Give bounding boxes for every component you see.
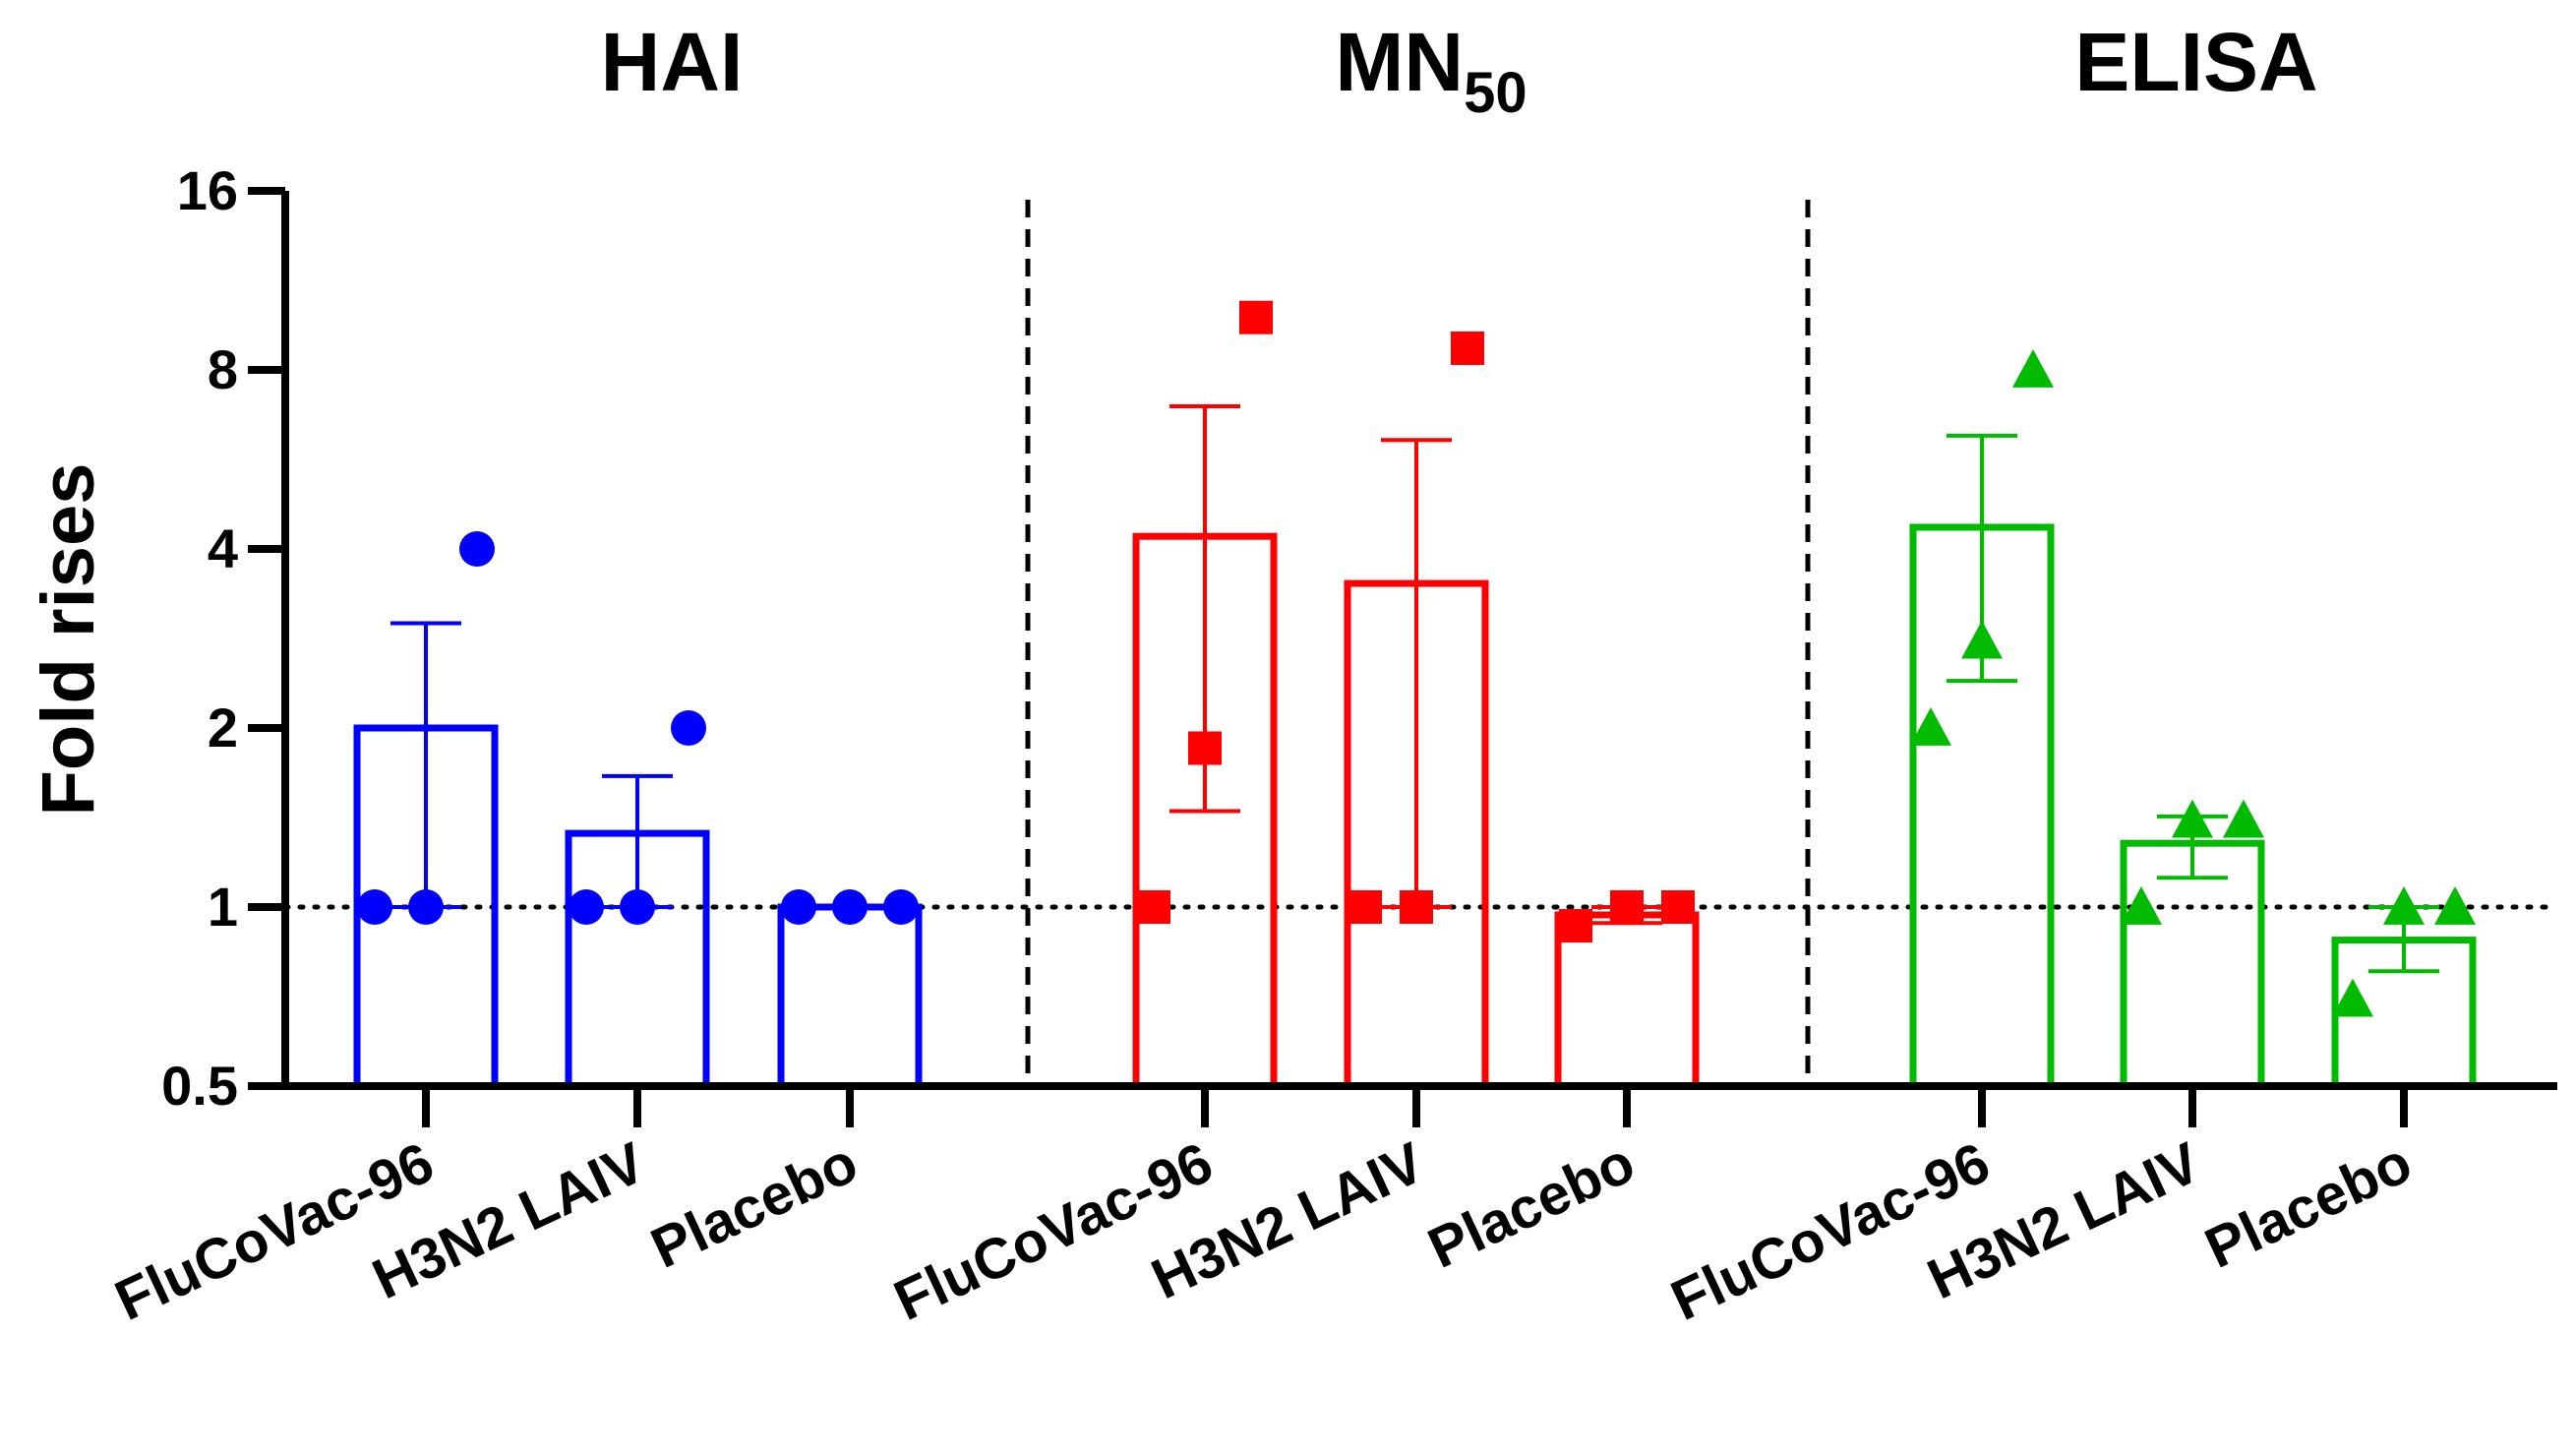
data-point — [1559, 909, 1592, 943]
data-point — [408, 889, 444, 925]
y-tick-label: 4 — [208, 517, 238, 579]
y-tick-label: 1 — [208, 876, 238, 938]
data-point — [1348, 890, 1382, 924]
chart-points — [357, 300, 2476, 1017]
data-point — [671, 710, 706, 746]
y-tick-label: 2 — [208, 697, 238, 758]
chart-error-bars — [390, 403, 2439, 974]
x-tick-label: Placebo — [2195, 1130, 2421, 1281]
data-point — [569, 889, 604, 925]
data-point — [2332, 978, 2373, 1017]
data-point — [620, 889, 655, 925]
panel-title: ELISA — [2074, 16, 2317, 108]
data-point — [357, 889, 392, 925]
data-point — [1188, 731, 1222, 765]
data-point — [2172, 799, 2213, 838]
data-point — [1137, 890, 1170, 924]
y-tick-label: 8 — [208, 338, 238, 400]
x-tick-label: Placebo — [641, 1130, 867, 1281]
data-point — [1451, 331, 1484, 365]
chart-guides — [282, 200, 2560, 1086]
data-point — [2121, 886, 2162, 925]
data-point — [1400, 890, 1433, 924]
chart-axes — [248, 187, 2557, 1127]
bar — [777, 903, 923, 1090]
data-point — [459, 531, 495, 567]
data-point — [781, 889, 816, 925]
x-tick-label: Placebo — [1418, 1130, 1644, 1281]
data-point — [1239, 300, 1273, 334]
data-point — [1610, 890, 1644, 924]
panel-title: HAI — [601, 16, 744, 108]
data-point — [1961, 620, 2003, 659]
data-point — [1910, 707, 1951, 746]
y-tick-label: 16 — [177, 159, 238, 221]
data-point — [2012, 349, 2054, 388]
data-point — [2223, 799, 2264, 838]
panel-title-subscript: 50 — [1464, 61, 1528, 125]
y-tick-label: 0.5 — [161, 1055, 238, 1117]
panel-title: MN50 — [1335, 16, 1527, 125]
data-point — [2383, 886, 2425, 925]
data-point — [2434, 886, 2476, 925]
data-point — [1661, 890, 1695, 924]
y-axis-label: Fold rises — [27, 463, 110, 817]
data-point — [883, 889, 919, 925]
data-point — [832, 889, 868, 925]
